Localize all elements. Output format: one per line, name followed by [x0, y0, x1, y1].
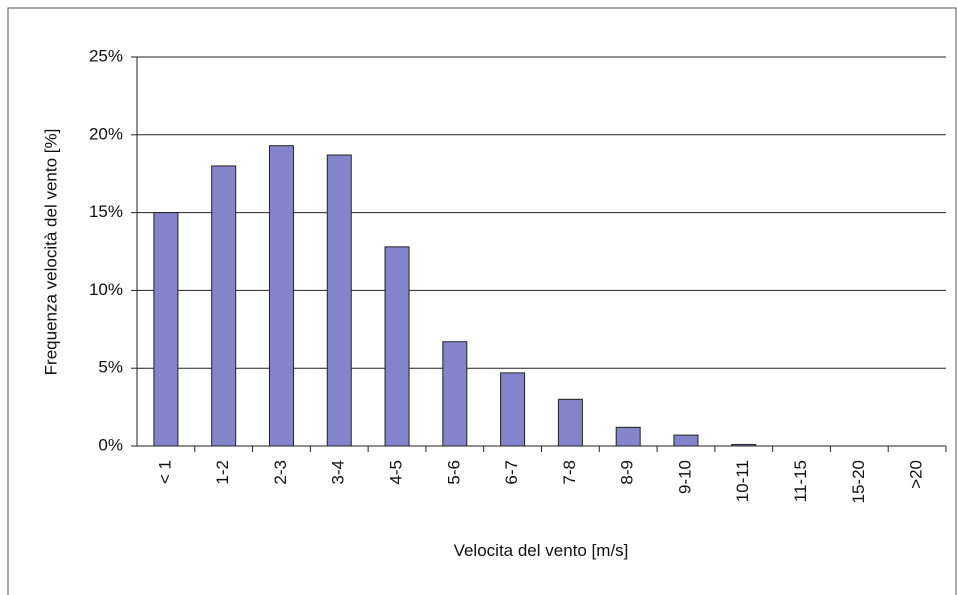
x-tick-label: 7-8: [560, 460, 579, 485]
bar: [442, 341, 468, 447]
bar: [268, 145, 294, 447]
bar: [500, 372, 526, 447]
x-axis-title: Velocita del vento [m/s]: [454, 541, 629, 560]
x-tick-label: 9-10: [675, 460, 694, 494]
bar: [153, 212, 179, 447]
x-tick-label: < 1: [155, 460, 174, 484]
x-tick-label: 2-3: [271, 460, 290, 485]
bar: [384, 246, 410, 447]
y-tick-label: 5%: [98, 358, 123, 377]
bar: [211, 165, 237, 447]
x-tick-label: 10-11: [733, 460, 752, 502]
bar: [615, 426, 641, 447]
chart-frame: [7, 7, 957, 595]
x-tick-label: 5-6: [444, 460, 463, 485]
y-tick-label: 15%: [89, 202, 123, 221]
x-tick-label: 1-2: [213, 460, 232, 485]
y-tick-label: 10%: [89, 280, 123, 299]
y-axis-title: Frequenza velocità del vento [%]: [41, 129, 60, 376]
y-tick-label: 25%: [89, 46, 123, 65]
x-tick-label: 8-9: [618, 460, 637, 485]
bar: [673, 434, 699, 447]
x-tick-label: 15-20: [849, 460, 868, 503]
x-tick-label: 4-5: [387, 460, 406, 485]
x-tick-label: 3-4: [329, 460, 348, 485]
y-tick-label: 20%: [89, 124, 123, 143]
x-tick-label: >20: [907, 460, 926, 489]
y-tick-label: 0%: [98, 435, 123, 454]
bar: [557, 398, 583, 447]
x-tick-label: 6-7: [502, 460, 521, 485]
bar: [326, 154, 352, 447]
x-tick-label: 11-15: [791, 460, 810, 502]
